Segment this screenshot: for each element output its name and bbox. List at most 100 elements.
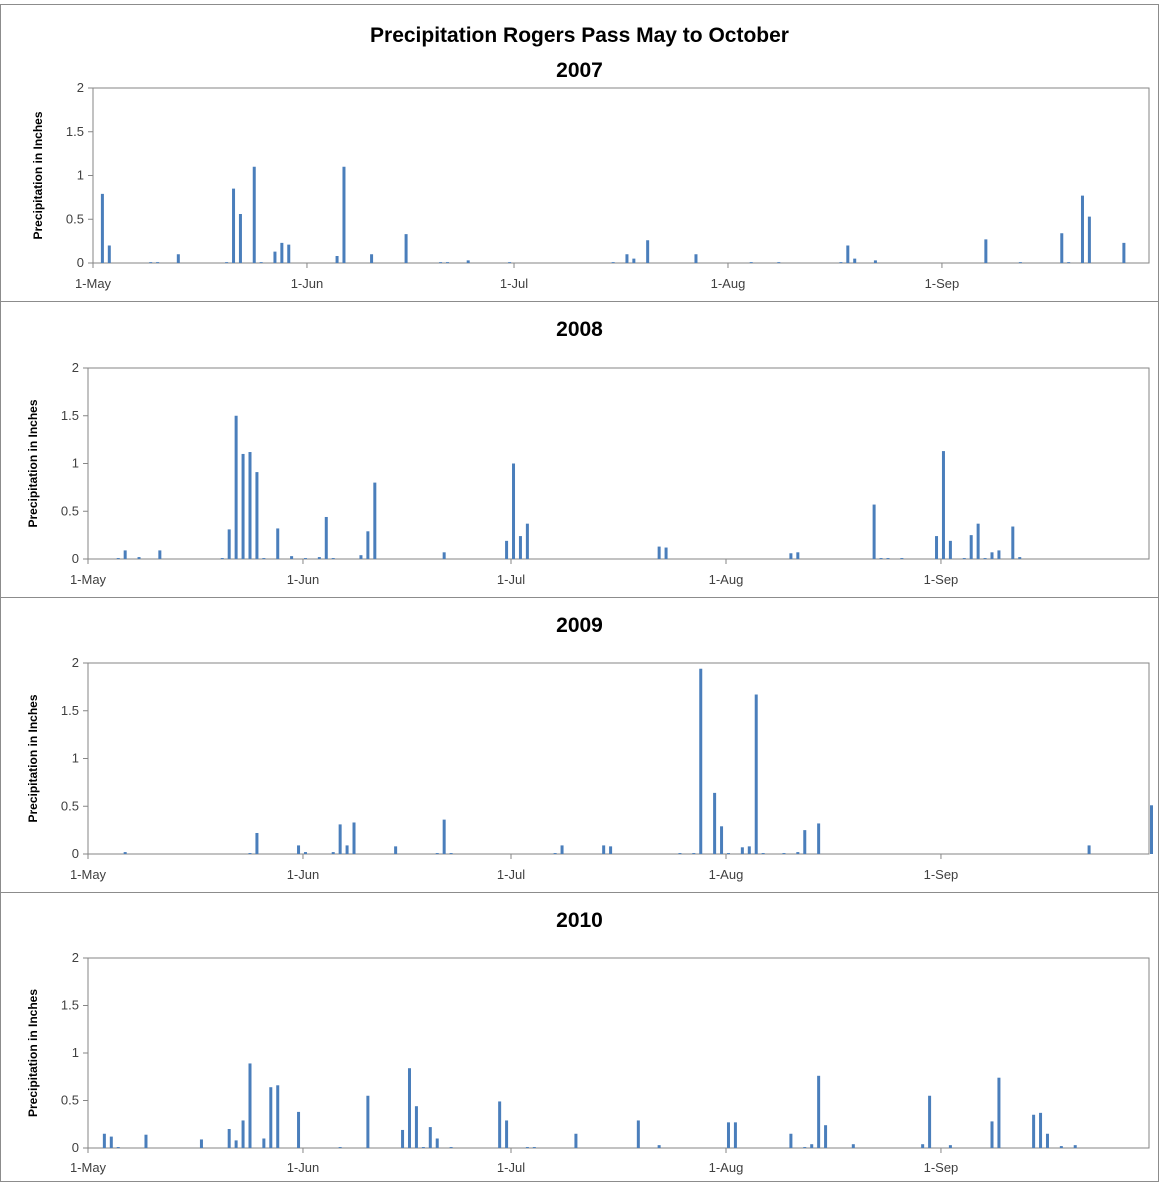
bar [394,846,398,854]
bar [269,1087,273,1148]
bar [872,504,876,559]
y-tick-label: 0.5 [66,211,84,226]
bar [144,1134,148,1148]
bar [335,256,339,263]
y-tick-label: 2 [72,950,79,965]
bar [810,1144,814,1148]
bar [1059,1146,1063,1148]
bar [602,845,606,854]
bar [287,244,291,263]
bar [574,1133,578,1148]
bar [352,822,356,854]
y-tick-label: 2 [77,80,84,95]
bar [789,1133,793,1148]
x-tick-label: 1-Jun [287,572,320,587]
y-tick-label: 1.5 [66,124,84,139]
bar [646,240,650,263]
bar [366,1095,370,1148]
bar [560,845,564,854]
bar [928,1095,932,1148]
bar [694,254,698,263]
bar [234,415,238,559]
bar [241,1120,245,1148]
bar [948,540,952,559]
bar [401,1129,405,1148]
y-axis-label: Precipitation in Inches [26,989,40,1117]
bar [824,1125,828,1148]
bar [359,555,363,559]
bar [255,472,259,559]
bar [102,1133,106,1148]
bar [324,516,328,559]
bar [1067,262,1071,263]
chart-plot: 0 0.5 1 1.5 2 1-May 1-Jun 1-Jul 1-Aug 1-Sep Precip… [31,80,1150,291]
bar [553,853,557,854]
bar [726,853,730,854]
bar [262,1138,266,1148]
bar [976,523,980,559]
bar [373,482,377,559]
y-tick-label: 1 [77,168,84,183]
bar [1039,1112,1043,1148]
bar [678,853,682,854]
bar [657,546,661,559]
bar [796,852,800,854]
y-tick-label: 2 [72,655,79,670]
bar [158,550,162,559]
bar [508,262,512,263]
bar [227,529,231,559]
bar [276,1085,280,1148]
bar [505,540,509,559]
bar [962,558,966,559]
bar [873,260,877,263]
bar [1073,1145,1077,1148]
x-tick-label: 1-Jun [287,867,320,882]
bar [1018,557,1022,559]
y-tick-label: 0 [72,1140,79,1155]
bar [248,853,252,854]
chart-title: 2007 [556,59,603,82]
x-tick-label: 1-Jul [500,276,528,291]
bar [632,258,636,263]
y-tick-label: 0.5 [61,503,79,518]
bar [404,234,408,263]
bar [609,846,613,854]
bar [407,1068,411,1148]
bar [273,251,277,263]
bar [733,1122,737,1148]
bar [990,552,994,559]
x-tick-label: 1-Jul [497,572,525,587]
x-tick-label: 1-Jun [287,1160,320,1175]
x-tick-label: 1-Aug [711,276,746,291]
bar [948,1145,952,1148]
bar [498,1101,502,1148]
bar [997,550,1001,559]
bar [232,188,236,263]
bar [123,550,127,559]
bar [255,832,259,854]
bar [176,254,180,263]
bar [435,1138,439,1148]
bar [345,845,349,854]
plot-area-frame [92,87,1150,264]
bar [740,847,744,854]
bar [435,853,439,854]
x-tick-label: 1-Jul [497,867,525,882]
bar [726,1122,730,1148]
bar [449,1147,453,1148]
bar [116,1147,120,1148]
bar [1087,216,1091,263]
bar [428,1127,432,1148]
bar [421,1147,425,1148]
bar [137,557,141,559]
bar [262,558,266,559]
bar [290,556,294,559]
bar [839,262,843,263]
bar [984,239,988,263]
bar [657,1145,661,1148]
bar [234,1140,238,1148]
x-tick-label: 1-Jul [497,1160,525,1175]
bar [761,853,765,854]
bar [789,553,793,559]
x-tick-label: 1-Aug [709,867,744,882]
